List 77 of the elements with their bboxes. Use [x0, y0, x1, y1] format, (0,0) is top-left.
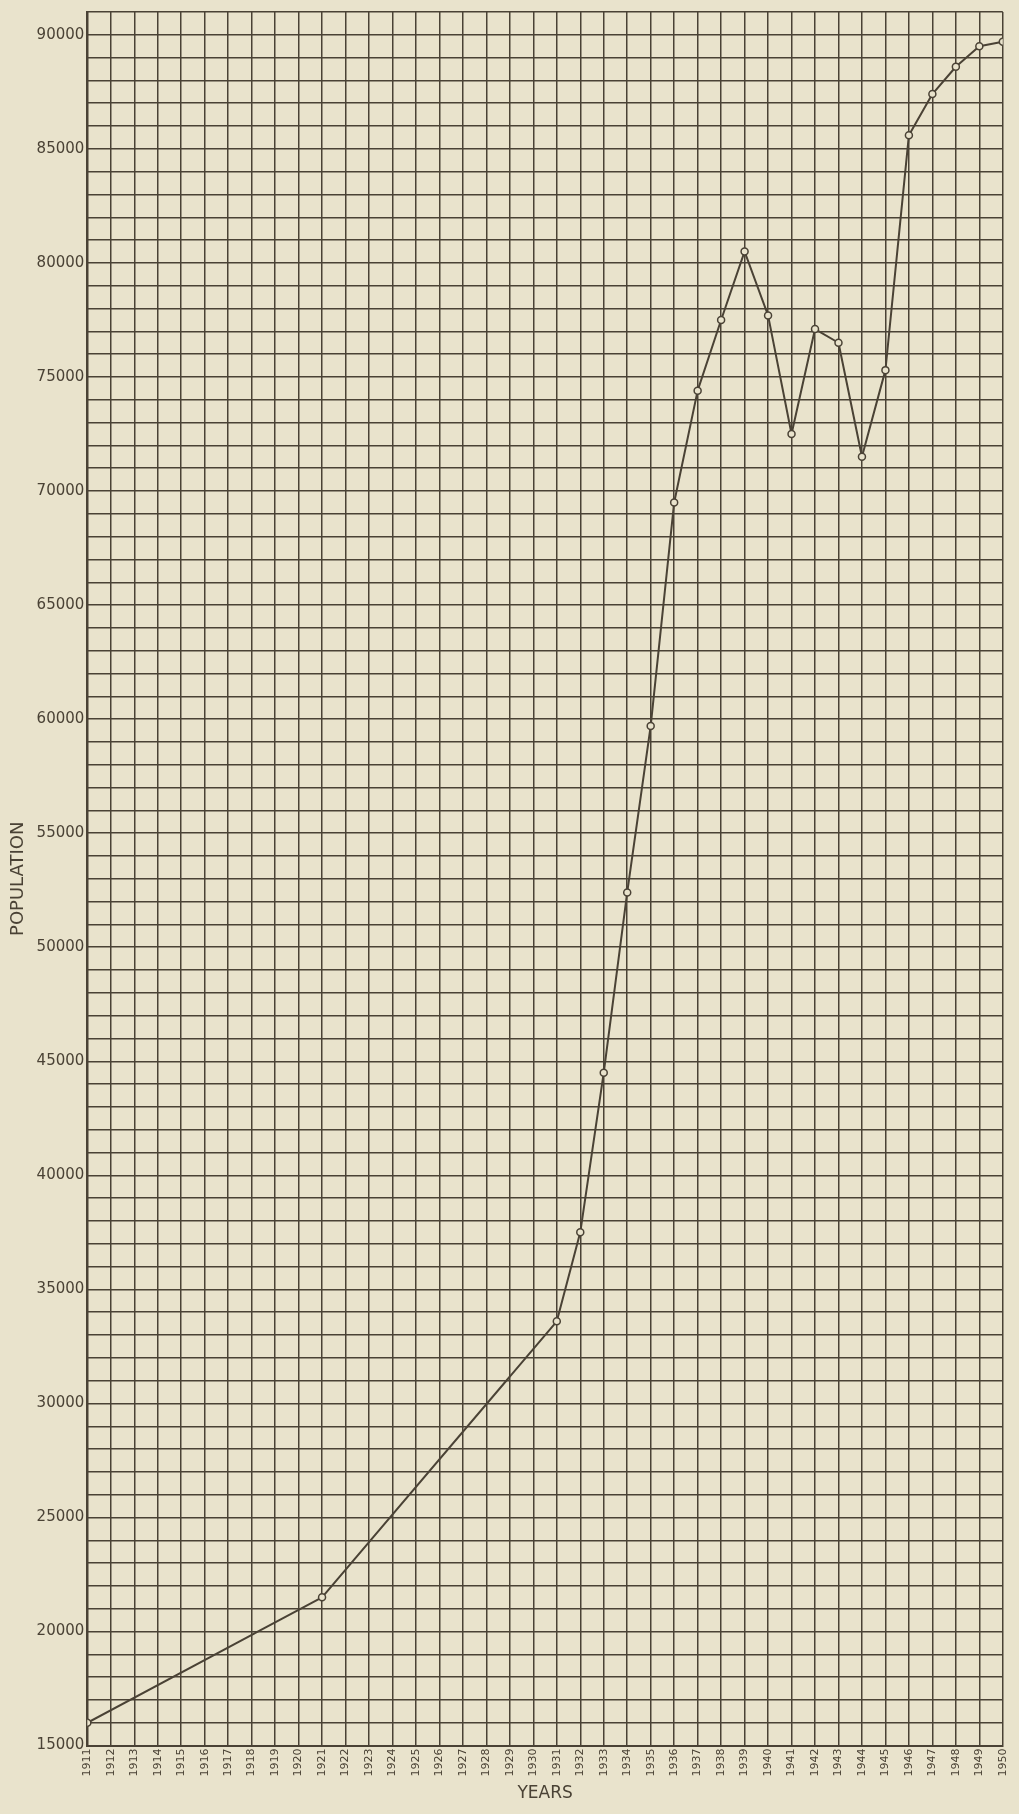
x-tick-label: 1921	[314, 1748, 328, 1777]
x-tick-label: 1918	[244, 1748, 258, 1777]
point	[834, 338, 843, 347]
point	[904, 130, 914, 140]
x-tick-label: 1933	[596, 1748, 610, 1777]
x-tick-label: 1923	[361, 1748, 375, 1777]
x-tick-label: 1927	[455, 1748, 469, 1777]
point	[975, 41, 984, 51]
point	[646, 721, 655, 731]
y-tick-label: 80000	[36, 252, 85, 271]
x-tick-label: 1913	[127, 1748, 141, 1777]
y-tick-label: 45000	[36, 1051, 85, 1070]
x-tick-label: 1941	[784, 1748, 798, 1777]
point	[951, 62, 961, 71]
y-tick-label: 75000	[36, 366, 85, 385]
x-tick-label: 1948	[948, 1748, 962, 1777]
point	[928, 89, 937, 99]
point	[810, 324, 820, 334]
x-tick-label: 1915	[174, 1748, 188, 1777]
x-tick-label: 1944	[854, 1748, 868, 1777]
point	[693, 386, 702, 395]
x-tick-label: 1936	[667, 1748, 681, 1777]
y-tick-label: 85000	[36, 138, 85, 157]
y-tick-label: 60000	[36, 709, 85, 728]
y-axis-title: POPULATION	[6, 821, 28, 936]
x-tick-label: 1949	[972, 1748, 986, 1777]
point	[552, 1317, 562, 1326]
x-tick-label: 1920	[291, 1748, 305, 1777]
x-tick-label: 1914	[150, 1748, 164, 1777]
x-tick-label: 1922	[338, 1748, 352, 1777]
x-tick-label: 1928	[479, 1748, 493, 1777]
y-tick-label: 20000	[36, 1621, 85, 1640]
x-tick-label: 1935	[643, 1748, 657, 1777]
x-tick-label: 1925	[408, 1748, 422, 1777]
point	[740, 247, 749, 256]
point	[622, 888, 632, 897]
y-tick-label: 70000	[36, 480, 85, 499]
x-tick-label: 1930	[526, 1748, 540, 1777]
x-tick-label: 1911	[80, 1748, 94, 1777]
point	[669, 498, 679, 507]
y-tick-label: 25000	[36, 1507, 85, 1526]
x-tick-label: 1945	[878, 1748, 892, 1777]
point	[599, 1068, 608, 1077]
y-tick-label: 90000	[36, 24, 85, 43]
x-tick-label: 1950	[995, 1748, 1009, 1777]
x-tick-label: 1919	[267, 1748, 281, 1777]
point	[576, 1228, 585, 1237]
x-tick-label: 1924	[385, 1748, 399, 1777]
y-tick-label: 30000	[36, 1393, 85, 1412]
x-axis-title: YEARS	[516, 1782, 573, 1803]
x-tick-label: 1916	[197, 1748, 211, 1777]
x-tick-label: 1934	[620, 1748, 634, 1777]
y-tick-label: 40000	[36, 1165, 85, 1184]
x-tick-label: 1917	[221, 1748, 235, 1777]
point	[763, 311, 773, 320]
x-tick-label: 1940	[760, 1748, 774, 1777]
x-tick-label: 1946	[901, 1748, 915, 1777]
x-tick-label: 1947	[925, 1748, 939, 1777]
y-tick-label: 35000	[36, 1279, 85, 1298]
y-tick-label: 50000	[36, 937, 85, 956]
point	[716, 315, 726, 325]
point	[881, 365, 890, 375]
x-tick-label: 1929	[502, 1748, 516, 1777]
x-tick-label: 1912	[103, 1748, 117, 1777]
x-tick-label: 1943	[831, 1748, 845, 1777]
y-tick-label: 55000	[36, 823, 85, 842]
x-tick-label: 1931	[549, 1748, 563, 1777]
x-tick-label: 1926	[432, 1748, 446, 1777]
x-tick-label: 1939	[737, 1748, 751, 1777]
point	[787, 429, 796, 439]
y-tick-label: 65000	[36, 594, 85, 613]
x-tick-label: 1942	[807, 1748, 821, 1777]
point	[857, 452, 867, 462]
x-tick-label: 1938	[713, 1748, 727, 1777]
x-tick-label: 1932	[573, 1748, 587, 1777]
x-tick-label: 1937	[690, 1748, 704, 1777]
point	[317, 1593, 327, 1602]
